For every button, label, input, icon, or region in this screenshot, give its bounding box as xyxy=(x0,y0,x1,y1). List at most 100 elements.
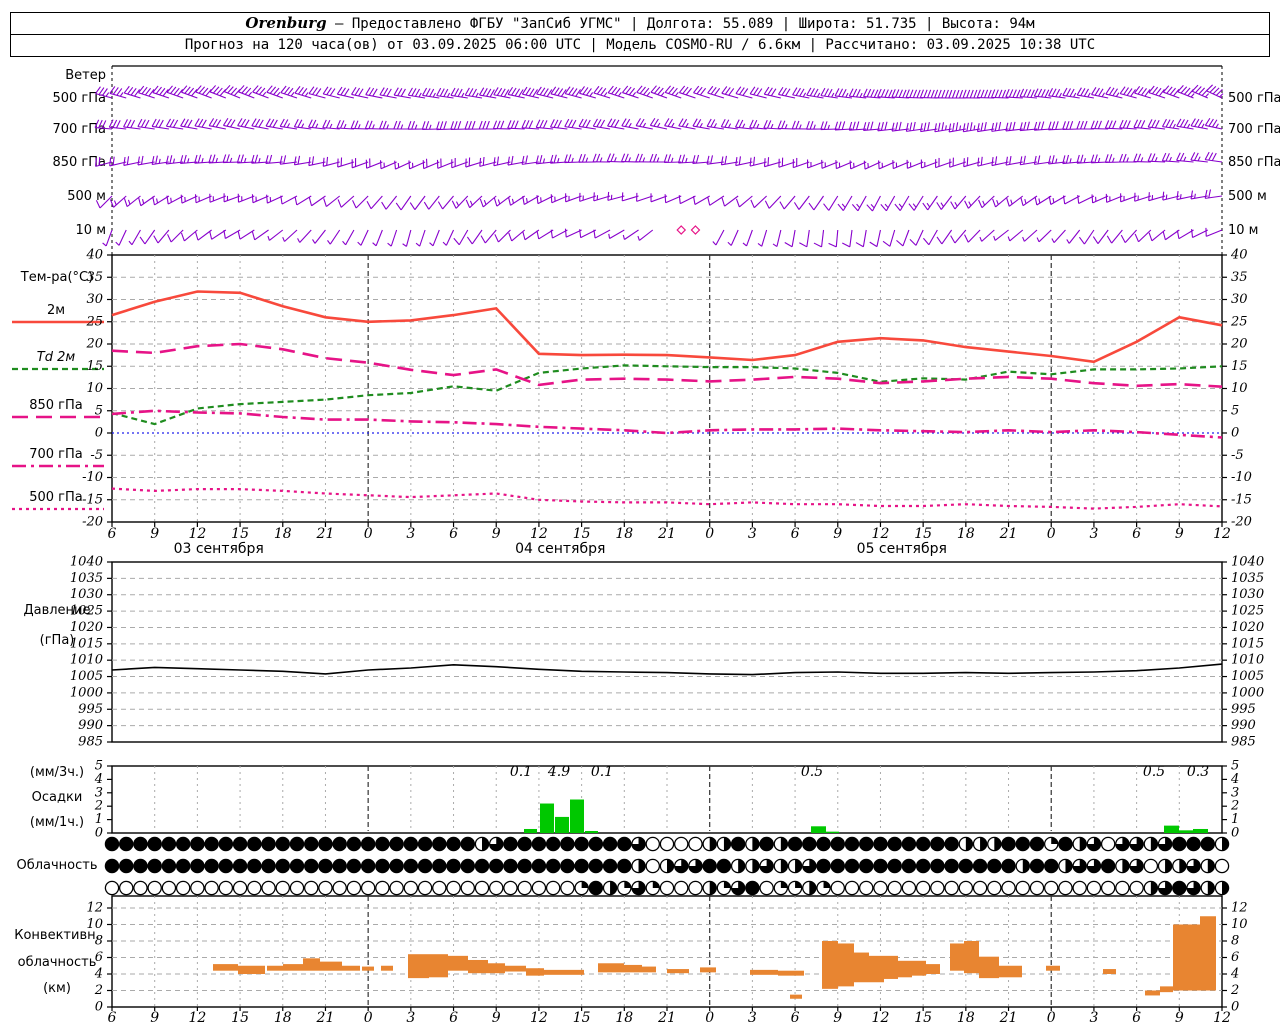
svg-text:6: 6 xyxy=(108,526,117,542)
precip-bar xyxy=(1164,825,1179,833)
svg-text:-15: -15 xyxy=(1231,492,1252,507)
legend-label-850: 850 гПа xyxy=(29,398,83,413)
svg-text:18: 18 xyxy=(615,526,633,542)
svg-text:15: 15 xyxy=(231,1010,249,1024)
temperature-axis-labels: 40 40 35 35 30 30 25 25 20 20 15 15 10 10 5 5 0 0 -5 -5 -10 -… xyxy=(82,248,1252,530)
convective-bar xyxy=(1145,990,1160,996)
svg-text:985: 985 xyxy=(78,735,103,750)
svg-text:0: 0 xyxy=(1231,826,1239,841)
convective-bar xyxy=(1103,969,1116,974)
temp-series-2 xyxy=(111,342,1223,388)
convective-bar xyxy=(912,960,926,976)
svg-text:-20: -20 xyxy=(1231,515,1252,530)
pressure-panel-units: (гПа) xyxy=(39,633,75,648)
svg-text:1015: 1015 xyxy=(1231,636,1264,651)
svg-text:1010: 1010 xyxy=(1231,653,1264,668)
svg-text:-10: -10 xyxy=(82,470,103,485)
convective-bar xyxy=(429,954,448,978)
convective-bar xyxy=(598,963,624,973)
wind-level-700hpa-right: 700 гПа xyxy=(1228,122,1280,137)
convective-bar xyxy=(381,965,393,971)
svg-text:1005: 1005 xyxy=(1231,669,1264,684)
wind-barbs-panel xyxy=(94,84,1224,248)
x-axis-hours-top: 6 9 12 15 18 21 0 3 6 9 12 15 18 21 0 3 6 9 12 15 18 21 0 3 6 9 12 xyxy=(108,522,1231,542)
legend-line-500-icon xyxy=(12,507,104,511)
precip-bar xyxy=(524,828,537,833)
svg-text:0: 0 xyxy=(95,826,103,841)
svg-text:15: 15 xyxy=(914,1010,932,1024)
convective-panel xyxy=(112,896,1222,1006)
temp-panel-title: Тем-ра(°C) xyxy=(20,270,94,285)
svg-text:995: 995 xyxy=(78,702,103,717)
svg-text:8: 8 xyxy=(1231,934,1239,949)
svg-text:21: 21 xyxy=(657,1010,676,1024)
precip-bar xyxy=(540,803,554,833)
precip-axis-labels: 5 54 43 32 21 10 0 xyxy=(94,759,1240,841)
svg-text:3: 3 xyxy=(748,526,757,542)
svg-text:1035: 1035 xyxy=(70,571,103,586)
svg-text:35: 35 xyxy=(86,270,103,285)
svg-text:4: 4 xyxy=(94,772,103,787)
convective-bar xyxy=(408,954,429,979)
svg-text:1015: 1015 xyxy=(70,636,103,651)
svg-text:6: 6 xyxy=(95,950,103,965)
temperature-panel xyxy=(111,255,1223,522)
svg-text:1020: 1020 xyxy=(70,620,103,635)
svg-text:12: 12 xyxy=(1231,901,1248,916)
svg-text:2: 2 xyxy=(1230,799,1239,814)
svg-text:5: 5 xyxy=(1231,759,1239,774)
svg-text:-20: -20 xyxy=(82,515,103,530)
svg-text:9: 9 xyxy=(1175,1010,1184,1024)
svg-text:12: 12 xyxy=(872,1010,890,1024)
svg-text:1010: 1010 xyxy=(70,653,103,668)
svg-text:15: 15 xyxy=(86,359,103,374)
svg-text:985: 985 xyxy=(1231,735,1256,750)
wind-level-10m-right: 10 м xyxy=(1228,223,1259,238)
precip-bar xyxy=(826,831,839,833)
convective-bar xyxy=(838,943,854,987)
svg-text:9: 9 xyxy=(833,526,842,542)
svg-text:12: 12 xyxy=(530,1010,548,1024)
svg-text:05 сентября: 05 сентября xyxy=(857,541,947,557)
convective-bar xyxy=(979,956,999,979)
svg-text:0: 0 xyxy=(95,426,103,441)
convective-bar xyxy=(1187,924,1200,991)
svg-text:6: 6 xyxy=(449,1010,458,1024)
svg-text:1005: 1005 xyxy=(70,669,103,684)
svg-text:1025: 1025 xyxy=(1231,604,1264,619)
wind-level-500m-right: 500 м xyxy=(1228,189,1267,204)
wind-panel-title: Ветер xyxy=(65,68,106,83)
svg-text:15: 15 xyxy=(573,1010,591,1024)
svg-text:40: 40 xyxy=(1230,248,1248,263)
svg-text:18: 18 xyxy=(615,1010,633,1024)
svg-text:0: 0 xyxy=(705,526,714,542)
svg-text:18: 18 xyxy=(274,526,292,542)
convective-bar xyxy=(448,955,468,971)
svg-text:3: 3 xyxy=(406,526,415,542)
svg-text:4: 4 xyxy=(1230,967,1239,982)
svg-text:-10: -10 xyxy=(1231,470,1252,485)
precip-units-3h: (мм/3ч.) xyxy=(29,765,85,780)
svg-text:15: 15 xyxy=(1231,359,1248,374)
svg-text:1: 1 xyxy=(95,812,103,827)
svg-text:5: 5 xyxy=(95,759,103,774)
header: Orenburg — Предоставлено ФГБУ "ЗапСиб УГ… xyxy=(10,12,1270,57)
header-line-1-text: — Предоставлено ФГБУ "ЗапСиб УГМС" | Дол… xyxy=(326,16,1035,32)
wind-level-500hpa-right: 500 гПа xyxy=(1228,91,1280,106)
svg-text:10: 10 xyxy=(86,917,103,932)
svg-text:21: 21 xyxy=(999,526,1018,542)
svg-text:990: 990 xyxy=(78,718,103,733)
convective-bar xyxy=(642,966,656,973)
svg-text:0: 0 xyxy=(1231,1000,1239,1015)
convective-bar xyxy=(1173,924,1187,991)
legend-line-700-icon xyxy=(12,464,104,468)
svg-text:6: 6 xyxy=(449,526,458,542)
svg-text:9: 9 xyxy=(150,1010,159,1024)
svg-text:04 сентября: 04 сентября xyxy=(515,541,605,557)
svg-text:40: 40 xyxy=(85,248,103,263)
svg-text:5: 5 xyxy=(95,403,103,418)
temp-series-1 xyxy=(111,364,1223,426)
precip-panel: 0.1 4.9 0.1 0.5 0.5 0.3 xyxy=(154,764,1209,833)
